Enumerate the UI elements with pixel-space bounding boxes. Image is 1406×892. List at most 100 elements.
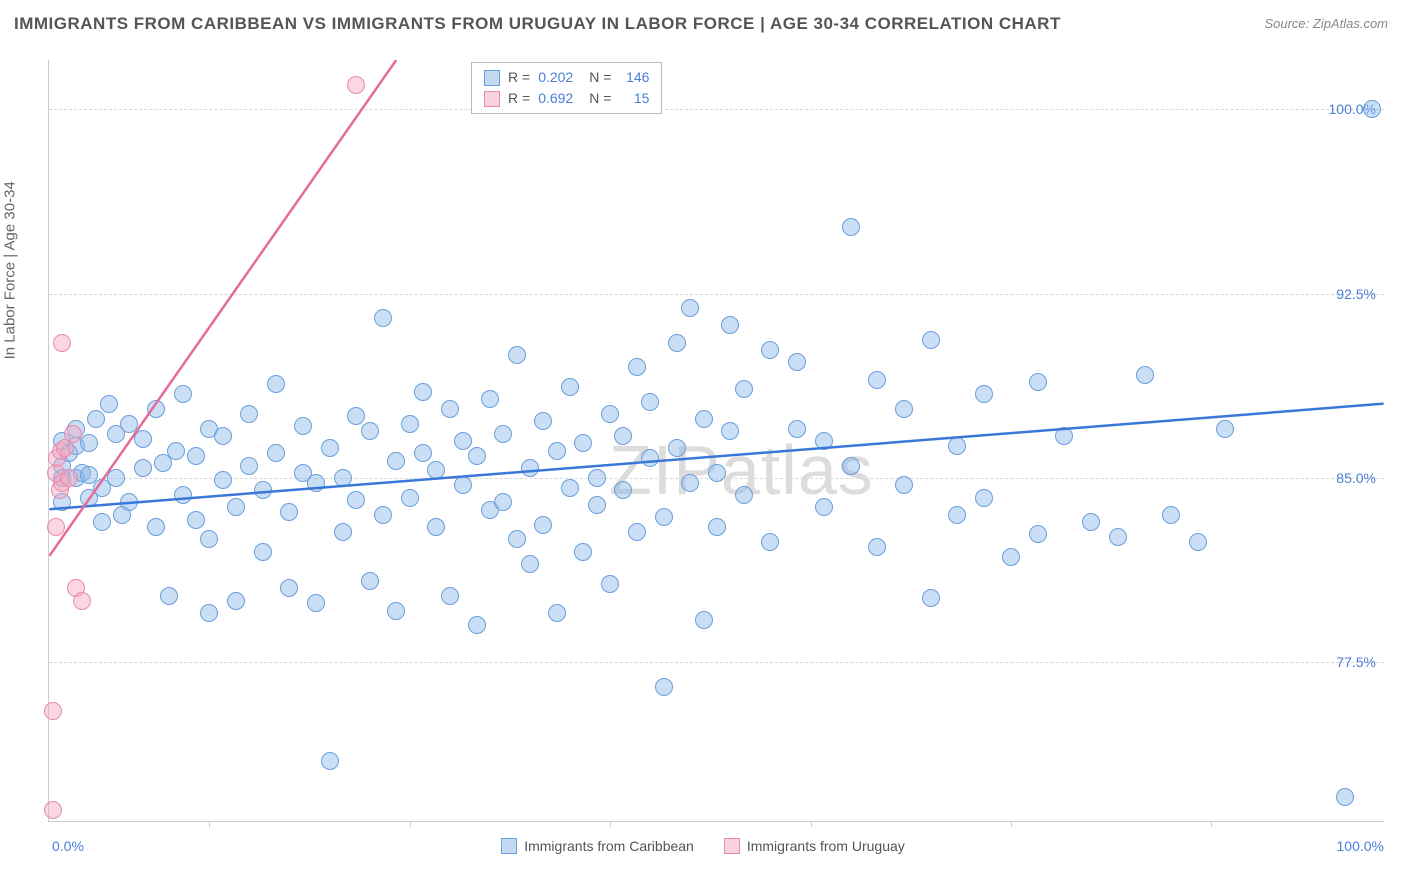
x-tick-mark bbox=[1211, 821, 1212, 827]
data-point bbox=[574, 434, 592, 452]
data-point bbox=[628, 358, 646, 376]
data-point bbox=[761, 533, 779, 551]
data-point bbox=[1162, 506, 1180, 524]
legend-row: R =0.202N =146 bbox=[484, 67, 649, 88]
data-point bbox=[267, 375, 285, 393]
data-point bbox=[695, 410, 713, 428]
data-point bbox=[948, 437, 966, 455]
data-point bbox=[280, 503, 298, 521]
legend-swatch bbox=[484, 70, 500, 86]
data-point bbox=[975, 489, 993, 507]
data-point bbox=[842, 218, 860, 236]
gridline bbox=[49, 294, 1384, 295]
data-point bbox=[534, 516, 552, 534]
data-point bbox=[120, 415, 138, 433]
data-point bbox=[160, 587, 178, 605]
data-point bbox=[321, 439, 339, 457]
data-point bbox=[534, 412, 552, 430]
data-point bbox=[427, 461, 445, 479]
data-point bbox=[87, 410, 105, 428]
data-point bbox=[521, 555, 539, 573]
plot-area: ZIPatlas R =0.202N =146R =0.692N =15 77.… bbox=[48, 60, 1384, 822]
data-point bbox=[468, 447, 486, 465]
data-point bbox=[134, 459, 152, 477]
data-point bbox=[73, 592, 91, 610]
data-point bbox=[842, 457, 860, 475]
legend-row: R =0.692N =15 bbox=[484, 88, 649, 109]
data-point bbox=[174, 385, 192, 403]
data-point bbox=[588, 469, 606, 487]
data-point bbox=[494, 425, 512, 443]
data-point bbox=[387, 452, 405, 470]
data-point bbox=[187, 447, 205, 465]
data-point bbox=[708, 518, 726, 536]
data-point bbox=[44, 702, 62, 720]
data-point bbox=[401, 415, 419, 433]
data-point bbox=[1082, 513, 1100, 531]
y-tick-label: 92.5% bbox=[1336, 286, 1376, 302]
series-legend-item: Immigrants from Uruguay bbox=[724, 838, 905, 854]
data-point bbox=[387, 602, 405, 620]
data-point bbox=[307, 474, 325, 492]
data-point bbox=[441, 587, 459, 605]
x-tick-mark bbox=[209, 821, 210, 827]
data-point bbox=[414, 444, 432, 462]
data-point bbox=[508, 530, 526, 548]
data-point bbox=[361, 422, 379, 440]
series-legend-label: Immigrants from Caribbean bbox=[524, 838, 694, 854]
data-point bbox=[735, 486, 753, 504]
data-point bbox=[614, 427, 632, 445]
y-axis-label: In Labor Force | Age 30-34 bbox=[2, 181, 19, 359]
data-point bbox=[60, 469, 78, 487]
data-point bbox=[922, 589, 940, 607]
data-point bbox=[227, 592, 245, 610]
data-point bbox=[347, 491, 365, 509]
data-point bbox=[895, 400, 913, 418]
legend-swatch bbox=[484, 91, 500, 107]
y-tick-label: 77.5% bbox=[1336, 654, 1376, 670]
data-point bbox=[227, 498, 245, 516]
data-point bbox=[64, 425, 82, 443]
series-legend-item: Immigrants from Caribbean bbox=[501, 838, 694, 854]
data-point bbox=[922, 331, 940, 349]
data-point bbox=[655, 508, 673, 526]
legend-swatch bbox=[724, 838, 740, 854]
data-point bbox=[427, 518, 445, 536]
data-point bbox=[508, 346, 526, 364]
data-point bbox=[120, 493, 138, 511]
data-point bbox=[254, 481, 272, 499]
data-point bbox=[668, 334, 686, 352]
data-point bbox=[1109, 528, 1127, 546]
data-point bbox=[254, 543, 272, 561]
x-tick-mark bbox=[410, 821, 411, 827]
legend-r-value: 0.202 bbox=[538, 67, 573, 88]
legend-r-label: R = bbox=[508, 67, 530, 88]
data-point bbox=[100, 395, 118, 413]
data-point bbox=[334, 523, 352, 541]
data-point bbox=[721, 316, 739, 334]
data-point bbox=[494, 493, 512, 511]
data-point bbox=[948, 506, 966, 524]
data-point bbox=[361, 572, 379, 590]
data-point bbox=[601, 575, 619, 593]
data-point bbox=[721, 422, 739, 440]
series-legend-label: Immigrants from Uruguay bbox=[747, 838, 905, 854]
data-point bbox=[868, 538, 886, 556]
data-point bbox=[267, 444, 285, 462]
data-point bbox=[147, 400, 165, 418]
data-point bbox=[240, 405, 258, 423]
data-point bbox=[214, 427, 232, 445]
data-point bbox=[641, 393, 659, 411]
data-point bbox=[588, 496, 606, 514]
x-tick-mark bbox=[1011, 821, 1012, 827]
x-tick-mark bbox=[610, 821, 611, 827]
data-point bbox=[44, 801, 62, 819]
correlation-legend: R =0.202N =146R =0.692N =15 bbox=[471, 62, 662, 114]
legend-n-value: 146 bbox=[619, 67, 649, 88]
data-point bbox=[167, 442, 185, 460]
data-point bbox=[641, 449, 659, 467]
data-point bbox=[307, 594, 325, 612]
data-point bbox=[414, 383, 432, 401]
data-point bbox=[1002, 548, 1020, 566]
data-point bbox=[214, 471, 232, 489]
